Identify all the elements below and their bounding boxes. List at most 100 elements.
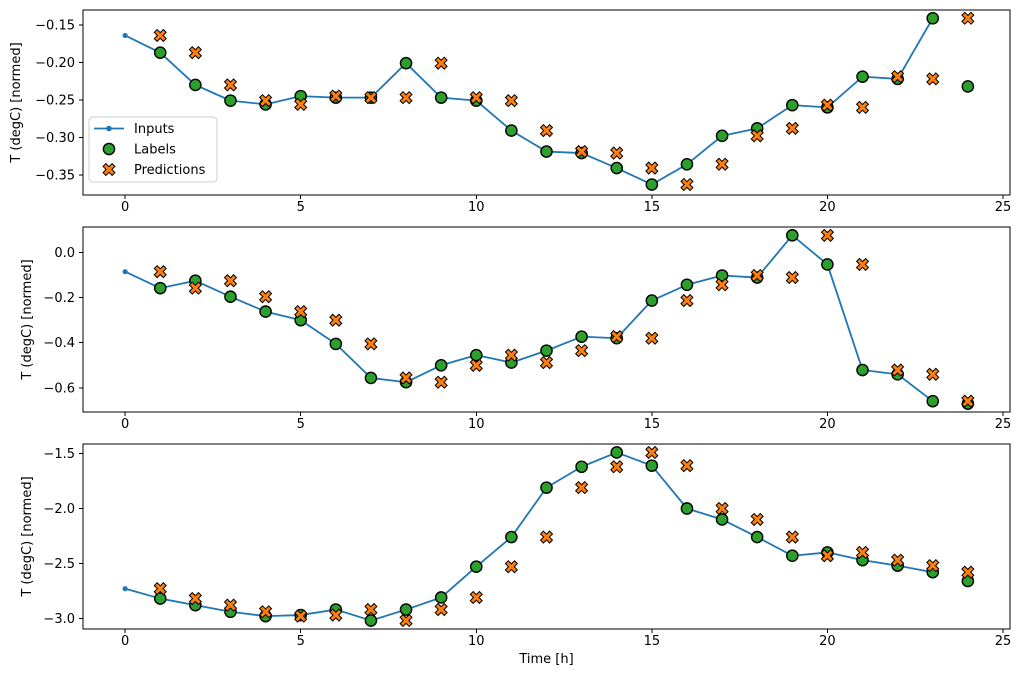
labels-circle-marker	[785, 549, 799, 563]
predictions-x-marker	[610, 146, 624, 160]
predictions-x-marker	[574, 343, 589, 358]
predictions-x-marker	[715, 157, 729, 171]
predictions-x-marker	[399, 613, 413, 628]
x-tick-label: 20	[819, 200, 836, 215]
predictions-x-marker	[574, 480, 589, 495]
x-tick-label: 0	[121, 634, 129, 649]
predictions-x-marker	[294, 609, 308, 623]
predictions-x-marker	[926, 558, 940, 573]
subplot-1: 0 5 10 15 20 25 −0.15 −0.20 −0.25 −0.30 −0.35 T (de…	[9, 9, 1011, 215]
predictions-x-marker	[364, 337, 378, 351]
labels-circle-marker	[680, 502, 694, 515]
predictions-x-marker	[680, 293, 694, 308]
labels-circle-marker	[926, 394, 940, 408]
labels-circle-marker	[856, 363, 869, 377]
plot-area	[82, 226, 1011, 413]
predictions-x-marker	[434, 602, 448, 617]
labels-circle-marker	[645, 294, 659, 307]
labels-circle-marker	[575, 330, 588, 343]
labels-circle-marker	[785, 229, 799, 242]
predictions-x-marker	[820, 549, 835, 563]
predictions-x-marker	[469, 590, 483, 605]
x-tick-label: 15	[644, 417, 661, 432]
predictions-x-marker	[645, 161, 659, 175]
labels-circle-marker	[469, 348, 483, 362]
predictions-x-marker	[153, 28, 167, 43]
y-tick-label: 0.0	[54, 246, 75, 261]
x-tick-label: 25	[995, 417, 1012, 432]
y-tick-label: −0.4	[43, 336, 75, 351]
labels-markers	[153, 229, 975, 410]
predictions-x-marker	[750, 268, 764, 283]
y-axis-label: T (degC) [normed]	[20, 259, 35, 380]
inputs-dot-marker	[122, 32, 128, 39]
labels-circle-marker	[224, 290, 237, 304]
y-axis: 0.0 −0.2 −0.4 −0.6	[43, 246, 83, 396]
x-tick-label: 0	[121, 417, 129, 432]
labels-circle-marker	[961, 80, 975, 93]
labels-circle-marker	[926, 11, 940, 25]
predictions-x-marker	[153, 582, 167, 596]
legend-entry-label: Inputs	[134, 122, 175, 137]
predictions-x-marker	[610, 330, 624, 344]
labels-circle-marker	[540, 481, 553, 494]
predictions-x-marker	[750, 512, 764, 527]
predictions-x-marker	[258, 290, 273, 304]
predictions-x-marker	[329, 608, 343, 622]
inputs-line	[124, 234, 934, 402]
x-tick-label: 10	[468, 200, 485, 215]
y-axis: −0.15 −0.20 −0.25 −0.30 −0.35	[35, 18, 83, 183]
y-tick-label: −2.0	[43, 502, 75, 517]
predictions-x-marker	[223, 78, 238, 92]
predictions-x-marker	[610, 460, 624, 474]
predictions-x-marker	[926, 367, 940, 381]
predictions-x-marker	[926, 72, 940, 86]
x-axis-label: Time [h]	[518, 652, 573, 667]
legend-box	[88, 116, 218, 183]
x-tick-label: 10	[468, 634, 485, 649]
inputs-dot-marker	[122, 269, 128, 275]
labels-circle-marker	[610, 161, 624, 175]
predictions-x-marker	[434, 56, 448, 70]
x-tick-label: 10	[468, 417, 485, 432]
labels-circle-marker	[645, 178, 659, 191]
x-tick-label: 0	[121, 200, 129, 215]
labels-circle-marker	[259, 305, 272, 318]
predictions-x-marker	[364, 602, 378, 617]
predictions-x-marker	[961, 11, 975, 25]
predictions-markers	[153, 228, 975, 408]
y-axis: −1.5 −2.0 −2.5 −3.0	[43, 447, 83, 627]
x-tick-label: 5	[297, 200, 305, 215]
legend-predictions-x-icon	[102, 162, 116, 177]
predictions-x-marker	[820, 228, 835, 242]
labels-circle-marker	[399, 56, 413, 70]
predictions-x-marker	[399, 90, 413, 105]
labels-circle-marker	[715, 269, 729, 282]
labels-circle-marker	[821, 258, 834, 271]
predictions-x-marker	[715, 278, 729, 292]
y-tick-label: −1.5	[43, 447, 75, 462]
y-tick-label: −2.5	[43, 557, 75, 572]
plot-area	[82, 9, 1011, 196]
labels-circle-marker	[469, 560, 483, 574]
predictions-x-marker	[188, 46, 203, 60]
x-tick-label: 15	[644, 200, 661, 215]
predictions-x-marker	[680, 177, 694, 192]
predictions-x-marker	[750, 129, 764, 143]
labels-circle-marker	[575, 460, 588, 474]
legend-entry-label: Labels	[134, 143, 176, 158]
labels-circle-marker	[540, 145, 553, 158]
x-tick-label: 5	[297, 417, 305, 432]
labels-circle-marker	[645, 459, 659, 472]
labels-circle-marker	[434, 91, 448, 104]
labels-circle-marker	[434, 358, 448, 372]
y-tick-label: −3.0	[43, 612, 75, 627]
predictions-x-marker	[223, 274, 238, 288]
x-tick-label: 15	[644, 634, 661, 649]
labels-circle-marker	[505, 124, 518, 137]
y-tick-label: −0.15	[35, 18, 75, 33]
labels-circle-marker	[153, 281, 167, 295]
predictions-x-marker	[469, 90, 483, 105]
